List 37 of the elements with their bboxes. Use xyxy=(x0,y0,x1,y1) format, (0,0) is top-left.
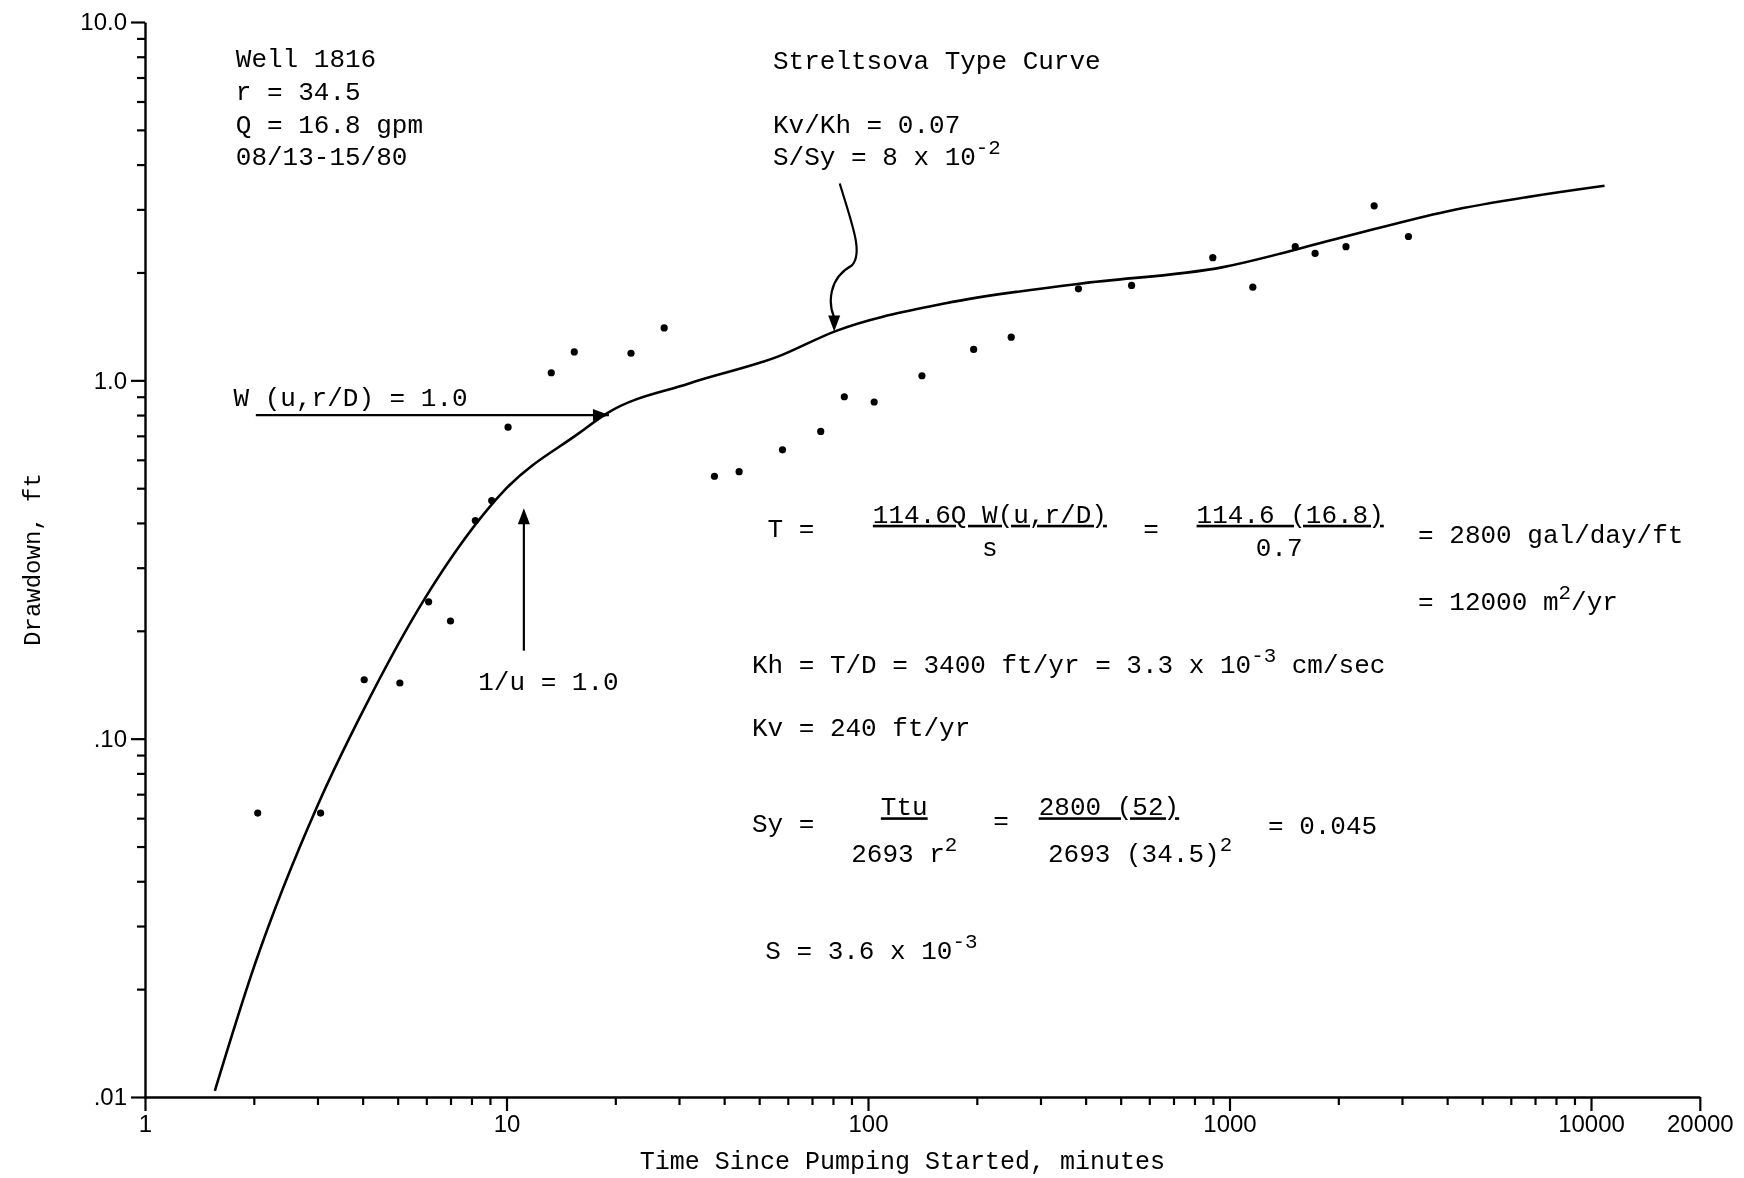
y-tick-label: .10 xyxy=(93,724,127,752)
x-tick-label: 1 xyxy=(138,1110,153,1138)
y-tick-label: 1.0 xyxy=(93,366,127,394)
annotation: Streltsova Type Curve xyxy=(773,46,1101,77)
annotation: = xyxy=(993,806,1009,837)
annotation: = 12000 m$^{2}$/yr xyxy=(1418,581,1618,618)
annotation: Well 1816 xyxy=(235,44,377,75)
annotation: T = xyxy=(767,515,815,546)
annotation: 1/u = 1.0 xyxy=(478,667,619,698)
y-tick-label: 10.0 xyxy=(80,8,127,36)
x-tick-label: 1000 xyxy=(1203,1110,1257,1138)
annotation: 2693 (34.5)$^{2}$ xyxy=(1047,833,1233,870)
annotation: 114.6 (16.8) xyxy=(1196,500,1384,531)
x-tick-label: 10 xyxy=(493,1110,521,1138)
annotation: s xyxy=(982,534,998,565)
annotation: 2800 (52) xyxy=(1038,793,1180,824)
annotation: 114.6Q W(u,r/D) xyxy=(872,500,1107,531)
annotation: Kh = T/D = 3400 ft/yr = 3.3 x 10$^{-3}$ cm/sec xyxy=(751,644,1386,681)
x-tick-label: 20000 xyxy=(1666,1110,1734,1138)
annotation: = xyxy=(1143,515,1159,546)
annotation: 2693 r$^{2}$ xyxy=(851,833,958,870)
annotation: Kv = 240 ft/yr xyxy=(751,714,971,745)
annotation: = 2800 gal/day/ft xyxy=(1418,520,1684,551)
y-tick-label: .01 xyxy=(93,1083,127,1111)
annotation: W (u,r/D) = 1.0 xyxy=(233,383,468,414)
annotation: = 0.045 xyxy=(1267,812,1378,843)
x-tick-label: 100 xyxy=(848,1110,889,1138)
annotation: S = 3.6 x 10$^{-3}$ xyxy=(765,930,978,967)
annotation: 0.7 xyxy=(1255,534,1303,565)
x-tick-label: 10000 xyxy=(1558,1110,1625,1138)
annotation: r = 34.5 xyxy=(235,78,361,109)
annotation: Ttu xyxy=(880,793,928,824)
annotation: Q = 16.8 gpm xyxy=(235,111,424,142)
annotation: Sy = xyxy=(751,809,815,840)
annotation: 08/13-15/80 xyxy=(235,142,408,173)
x-axis-title: Time Since Pumping Started, minutes xyxy=(639,1148,1165,1177)
y-axis-title: Drawdown, ft xyxy=(20,473,47,646)
